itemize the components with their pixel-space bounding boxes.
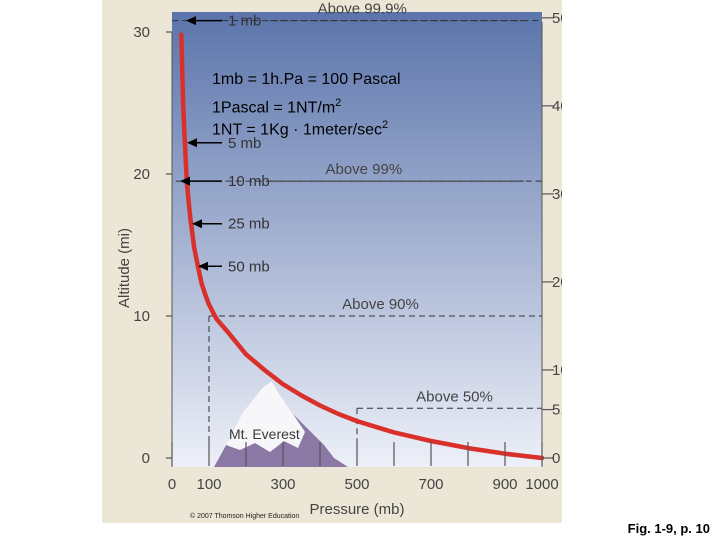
pressure-arrow-head-2: [187, 138, 197, 148]
x-tick-label-100: 100: [196, 476, 221, 493]
y-tick-label-30: 30: [133, 24, 150, 41]
x-tick-label-300: 300: [270, 476, 295, 493]
x-tick-label-500: 500: [344, 476, 369, 493]
pressure-curve: [179, 32, 545, 461]
figure-caption: Fig. 1-9, p. 10: [627, 521, 710, 536]
x-tick-label-1000: 1000: [525, 476, 558, 493]
pressure-level-label-3: 10 mb: [228, 173, 270, 190]
y2-tick-label-20: 20: [552, 274, 562, 291]
pressure-arrow-head-3: [180, 176, 190, 186]
mountain-layer: [214, 381, 348, 467]
atmospheric-pressure-figure: Mt. Everest 0 10 20 30 Altitude (mi) 0 5.5 10 20 3…: [102, 0, 562, 523]
curve-layer: [179, 32, 545, 461]
unit-note-2: 1Pascal = 1NT/m2: [212, 97, 342, 117]
percent-label-4: Above 50%: [416, 388, 493, 405]
labels-layer: Mt. Everest 0 10 20 30 Altitude (mi) 0 5.5 10 20 3…: [116, 1, 562, 518]
mountain-snowcap: [226, 381, 305, 452]
percent-label-3: Above 90%: [342, 296, 419, 313]
x-tick-label-700: 700: [418, 476, 443, 493]
pressure-altitude-chart: Mt. Everest 0 10 20 30 Altitude (mi) 0 5.5 10 20 3…: [102, 0, 562, 523]
unit-note-3: 1NT = 1Kg · 1meter/sec2: [212, 119, 389, 139]
y2-tick-label-50: 50: [552, 10, 562, 27]
x-axis-title: Pressure (mb): [309, 501, 404, 518]
pressure-level-label-1: 1 mb: [228, 13, 261, 30]
y-axis-title: Altitude (mi): [116, 228, 133, 308]
y2-tick-label-5.5: 5.5: [552, 402, 562, 419]
y2-tick-label-10: 10: [552, 362, 562, 379]
pressure-level-label-5: 50 mb: [228, 258, 270, 275]
y-tick-label-20: 20: [133, 166, 150, 183]
mountain-label: Mt. Everest: [229, 426, 300, 442]
y2-tick-label-30: 30: [552, 186, 562, 203]
pressure-arrow-head-1: [186, 16, 196, 26]
pressure-level-label-4: 25 mb: [228, 216, 270, 233]
x-tick-label-900: 900: [492, 476, 517, 493]
unit-note-1: 1mb = 1h.Pa = 100 Pascal: [212, 71, 401, 88]
y2-tick-label-40: 40: [552, 98, 562, 115]
plot-area: [172, 12, 542, 467]
pressure-arrow-head-4: [192, 219, 202, 229]
x-tick-label-0: 0: [168, 476, 176, 493]
y-tick-label-10: 10: [133, 308, 150, 325]
pressure-arrow-head-5: [198, 261, 208, 271]
pressure-level-label-2: 5 mb: [228, 135, 261, 152]
y2-tick-label-0: 0: [552, 450, 560, 467]
percent-label-2: Above 99%: [325, 161, 402, 178]
y-tick-label-0: 0: [142, 450, 150, 467]
axes-layer: [166, 16, 554, 467]
percent-label-1: Above 99.9%: [318, 1, 407, 18]
copyright-credit: © 2007 Thomson Higher Education: [190, 513, 300, 520]
